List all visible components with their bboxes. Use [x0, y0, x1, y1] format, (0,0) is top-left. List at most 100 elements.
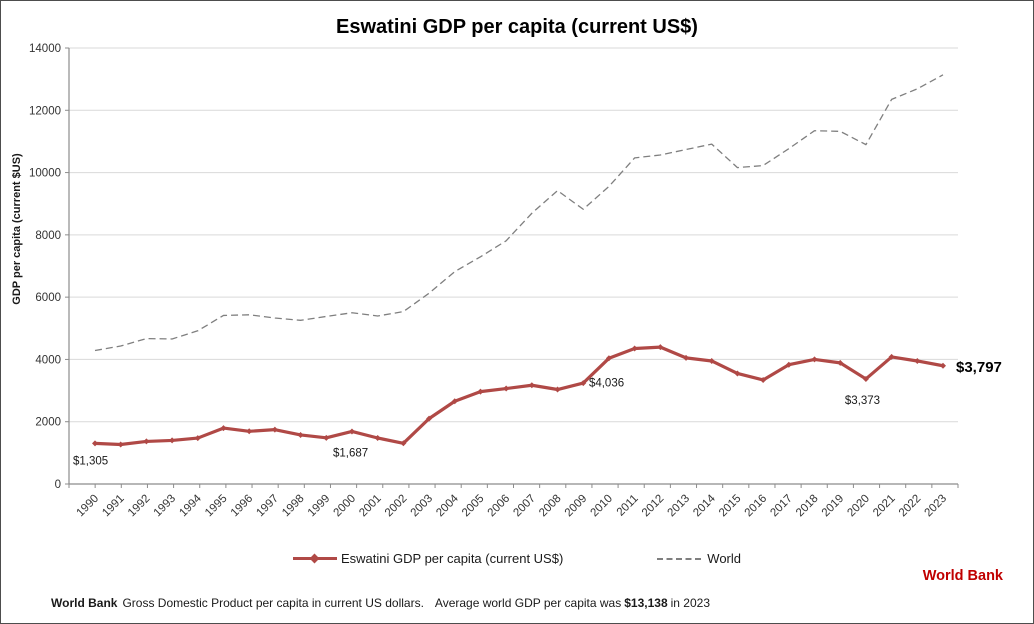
data-point-marker	[169, 437, 176, 444]
data-point-marker	[143, 438, 150, 445]
data-point-marker	[837, 359, 844, 366]
x-tick-label: 2014	[691, 492, 718, 519]
x-tick-label: 2015	[717, 493, 744, 520]
x-tick-label: 2000	[332, 493, 359, 520]
x-tick-label: 1999	[306, 493, 333, 520]
x-tick-label: 2006	[486, 493, 513, 520]
chart-legend: Eswatini GDP per capita (current US$) Wo…	[293, 551, 741, 566]
series-line-world	[94, 74, 944, 352]
x-tick-label: 1998	[280, 493, 307, 520]
data-point-marker	[631, 345, 638, 352]
data-point-marker	[297, 431, 304, 438]
x-tick-label: 2005	[460, 493, 487, 520]
x-tick-label: 2003	[409, 493, 436, 520]
data-point-marker	[708, 357, 715, 364]
x-tick-label: 2019	[820, 493, 847, 520]
x-tick-label: 2016	[743, 493, 770, 520]
x-tick-label: 2011	[615, 493, 641, 519]
legend-label-eswatini: Eswatini GDP per capita (current US$)	[341, 551, 564, 566]
legend-item-world: World	[657, 551, 741, 566]
data-point-marker	[528, 382, 535, 389]
data-point-marker	[683, 354, 690, 361]
x-tick-label: 1991	[100, 493, 127, 520]
x-tick-label: 1994	[177, 492, 204, 519]
data-point-marker	[92, 440, 98, 447]
x-tick-label: 2007	[511, 493, 538, 520]
y-tick-label: 8000	[35, 230, 61, 242]
legend-item-eswatini: Eswatini GDP per capita (current US$)	[293, 551, 563, 566]
y-tick-label: 14000	[29, 43, 61, 55]
data-point-marker	[914, 357, 921, 364]
x-tick-label: 2010	[588, 493, 615, 520]
eswatini-diamond-marker-icon	[309, 553, 320, 564]
data-label-2000: $1,687	[333, 447, 368, 459]
data-point-marker	[760, 376, 767, 383]
x-tick-label: 2023	[923, 493, 950, 520]
y-tick-label: 4000	[35, 354, 61, 366]
world-dashed-line-swatch-icon	[657, 557, 702, 560]
data-point-marker	[246, 428, 253, 435]
y-tick-label: 6000	[35, 292, 61, 304]
x-tick-label: 2022	[897, 493, 924, 520]
brand-world-bank: World Bank	[922, 568, 1003, 584]
data-point-marker	[888, 353, 895, 360]
data-point-marker	[374, 435, 381, 442]
y-tick-label: 2000	[35, 417, 61, 429]
footnote-body: Gross Domestic Product per capita in cur…	[122, 596, 424, 610]
data-point-marker	[323, 434, 330, 441]
data-point-marker	[811, 356, 818, 363]
y-tick-label: 0	[55, 479, 61, 491]
footnote: World Bank Gross Domestic Product per cap…	[51, 596, 710, 610]
data-point-marker	[503, 385, 510, 392]
data-point-marker	[348, 428, 355, 435]
x-tick-label: 2012	[640, 493, 667, 520]
x-tick-label: 2017	[768, 493, 795, 520]
chart-title: Eswatini GDP per capita (current US$)	[336, 16, 698, 38]
data-point-marker	[580, 380, 587, 387]
x-tick-label: 1996	[229, 493, 256, 520]
data-label-1990: $1,305	[73, 455, 108, 467]
y-tick-label: 12000	[29, 105, 61, 117]
x-tick-label: 2020	[845, 493, 872, 520]
x-tick-label: 1992	[126, 493, 153, 520]
footnote-highlight: $13,138	[624, 596, 668, 610]
data-point-marker	[194, 435, 201, 442]
data-label-2023: $3,797	[956, 359, 1002, 376]
x-tick-label: 1997	[254, 493, 281, 520]
data-point-marker	[477, 388, 484, 395]
data-point-marker	[605, 355, 612, 362]
x-tick-label: 2002	[383, 493, 410, 520]
footnote-tail: in 2023	[670, 596, 710, 610]
y-tick-label: 10000	[29, 168, 61, 180]
x-tick-label: 2018	[794, 493, 821, 520]
data-point-marker	[657, 344, 664, 351]
x-tick-label: 1993	[152, 493, 179, 520]
data-point-marker	[734, 370, 741, 377]
data-point-marker	[554, 386, 561, 393]
data-point-marker	[862, 375, 869, 382]
data-point-marker	[426, 415, 433, 422]
x-tick-label: 1990	[75, 493, 102, 520]
x-tick-label: 2021	[871, 493, 898, 520]
legend-label-world: World	[707, 551, 742, 566]
eswatini-line-swatch-icon	[293, 553, 337, 564]
data-point-marker	[271, 426, 278, 433]
data-point-marker	[451, 398, 458, 405]
data-label-2020: $3,373	[845, 395, 880, 407]
data-label-2010: $4,036	[589, 377, 624, 389]
x-tick-label: 1995	[203, 493, 230, 520]
data-point-marker	[940, 362, 947, 369]
series-line-eswatini	[94, 345, 944, 447]
x-tick-label: 2004	[434, 492, 461, 519]
data-point-marker	[117, 441, 124, 448]
x-tick-label: 2001	[357, 493, 384, 520]
data-point-marker	[220, 425, 227, 432]
footnote-body-2: Average world GDP per capita was	[434, 596, 622, 610]
x-tick-label: 2009	[563, 493, 590, 520]
x-tick-label: 2013	[666, 493, 693, 520]
x-tick-label: 2008	[537, 493, 564, 520]
data-point-marker	[400, 440, 407, 447]
footnote-source: World Bank	[51, 596, 118, 610]
